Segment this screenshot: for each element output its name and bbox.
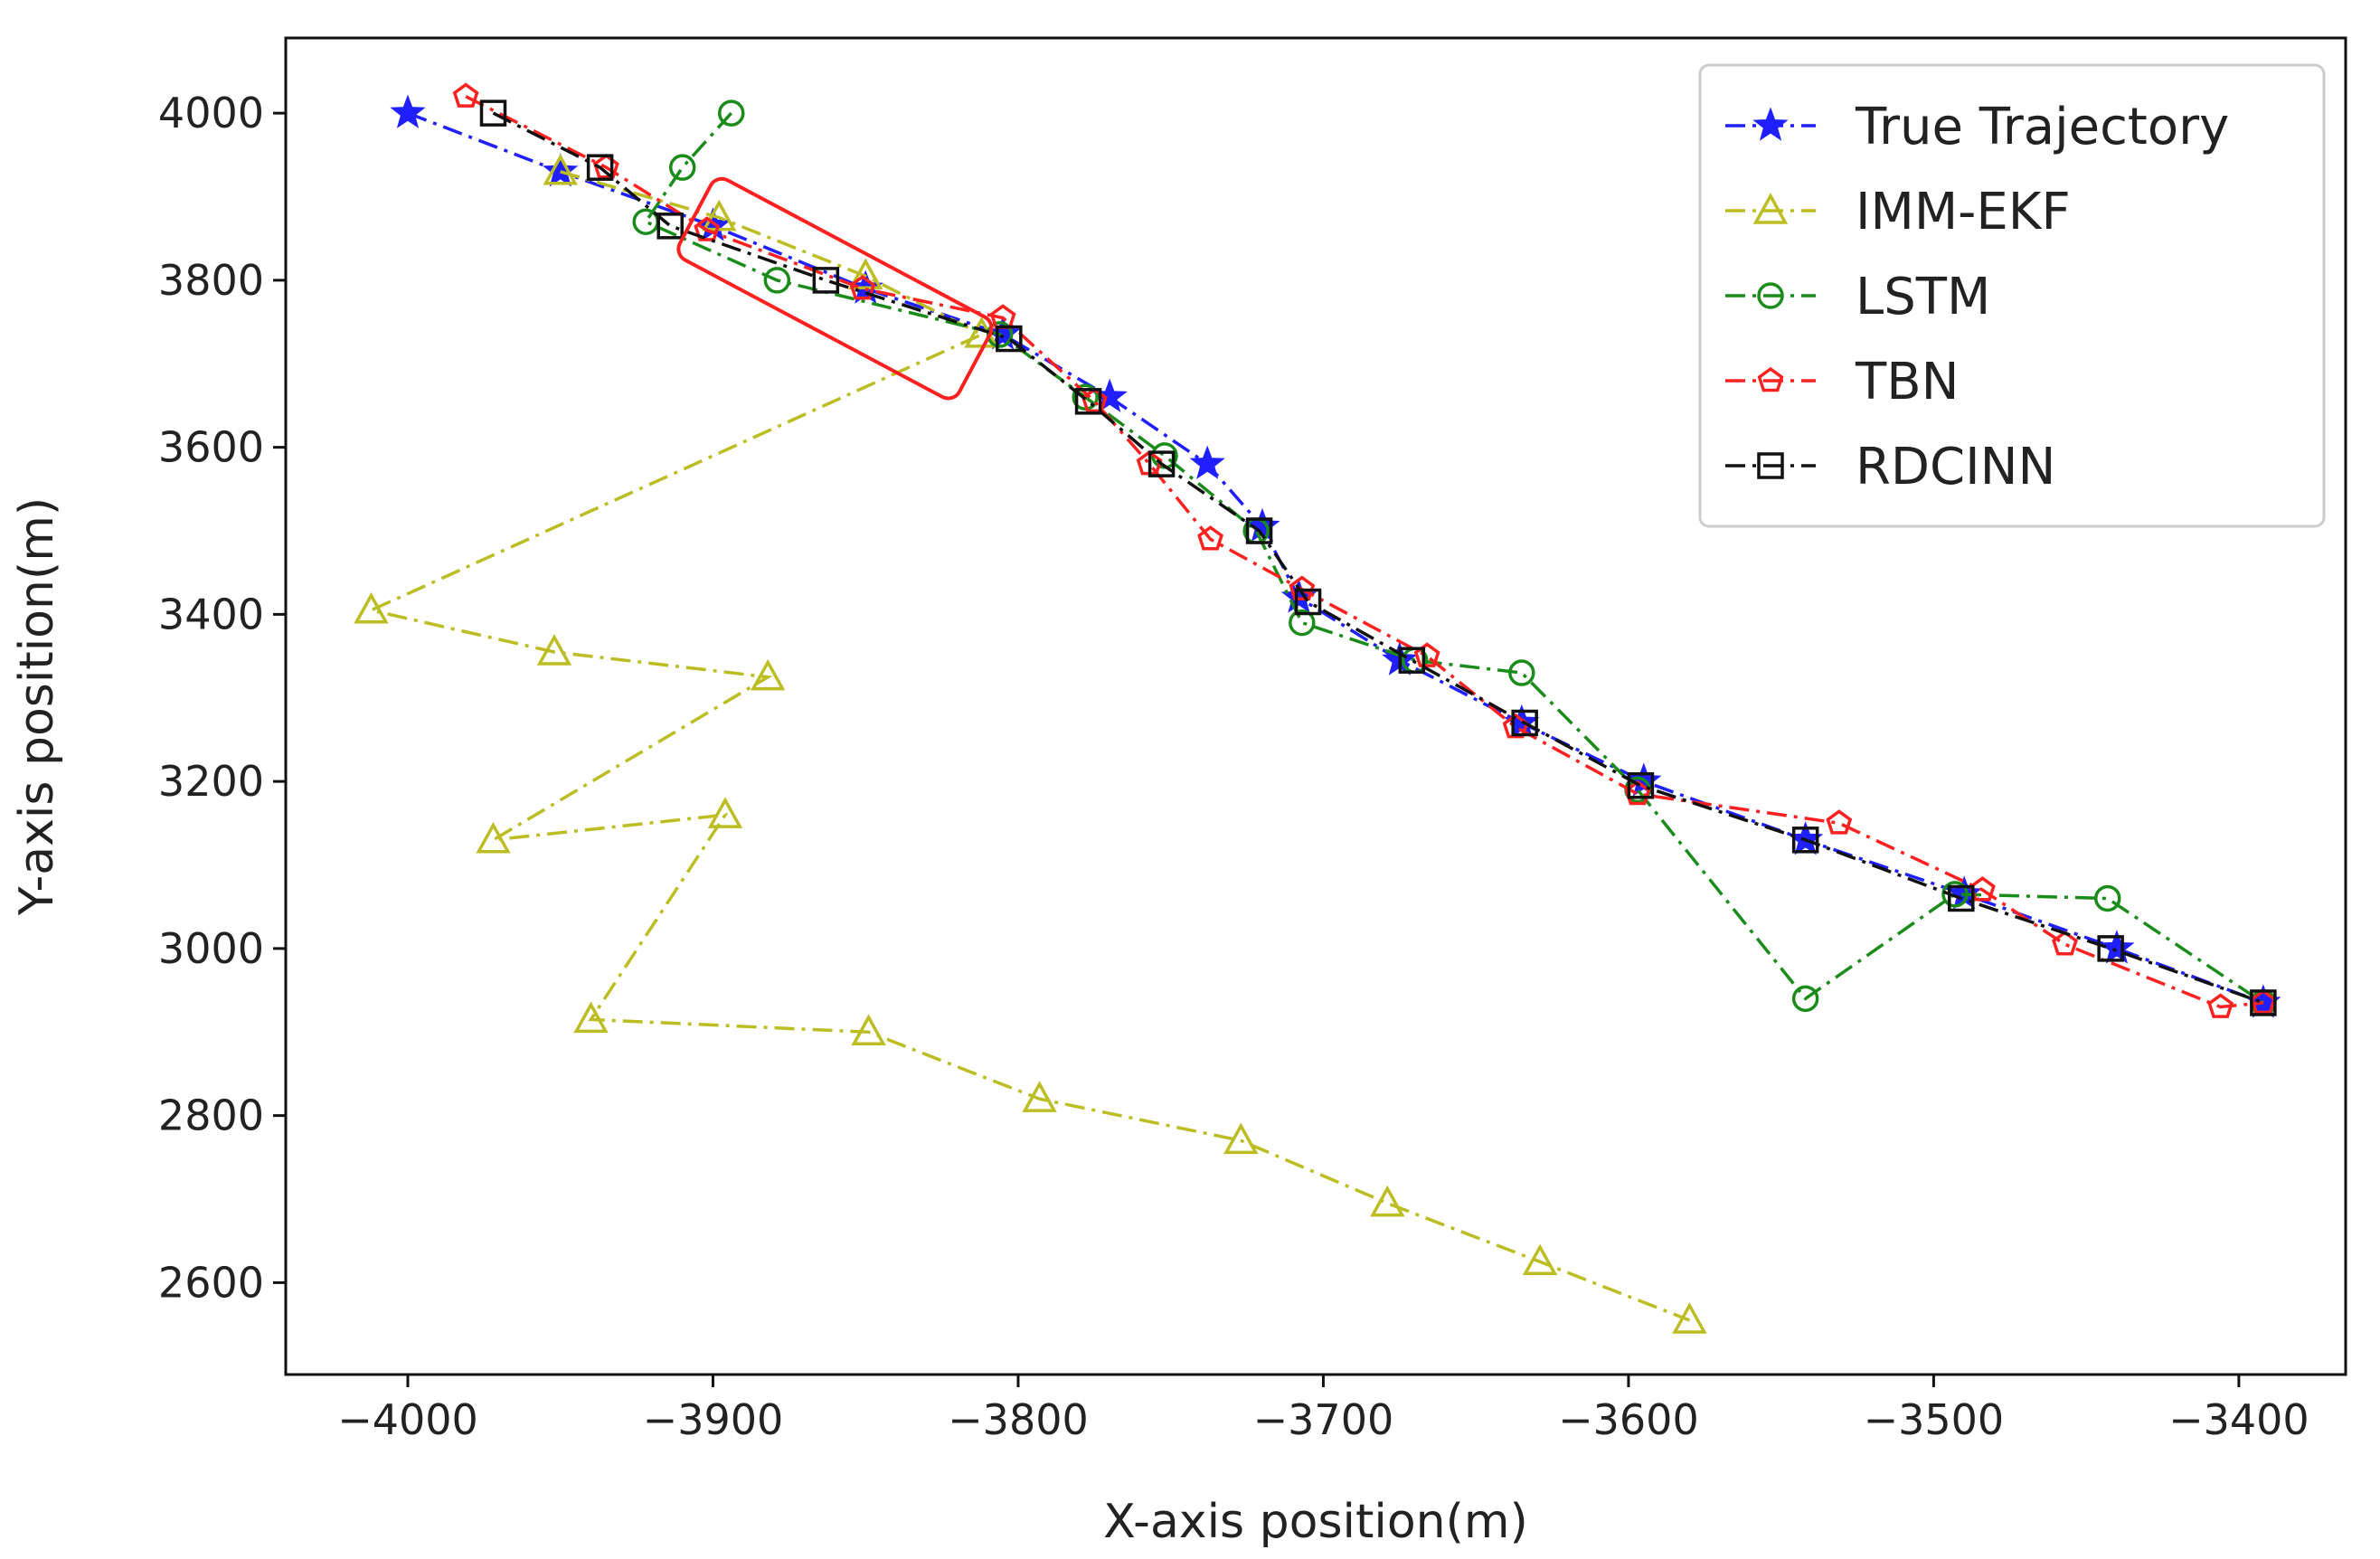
data-point: [996, 325, 1023, 353]
data-point: [1508, 659, 1535, 686]
x-tick-label: −3600: [1558, 1395, 1699, 1444]
data-point: [1189, 445, 1225, 479]
data-point: [1289, 609, 1316, 637]
data-point: [1074, 388, 1102, 415]
data-point: [354, 591, 389, 624]
series-imm-ekf: [354, 153, 1707, 1334]
y-tick-label: 3200: [158, 757, 264, 806]
data-point: [1791, 985, 1819, 1013]
data-point: [2052, 931, 2078, 956]
legend-item: True Trajectory: [1725, 98, 2229, 156]
y-tick-label: 3600: [158, 423, 264, 472]
data-point: [750, 658, 786, 691]
data-point: [1511, 709, 1538, 737]
data-point: [1672, 1302, 1707, 1334]
legend-label: LSTM: [1856, 268, 1990, 326]
data-point: [1757, 452, 1784, 479]
data-point: [452, 82, 479, 108]
y-tick-label: 3400: [158, 590, 264, 638]
data-point: [1757, 282, 1784, 309]
data-point: [1245, 517, 1273, 544]
x-tick-label: −3400: [2168, 1395, 2309, 1444]
y-tick-label: 4000: [158, 89, 264, 137]
data-point: [573, 1001, 609, 1034]
data-point: [707, 797, 743, 828]
data-point: [668, 154, 696, 181]
highlight-box: [676, 176, 994, 401]
data-point: [2250, 989, 2277, 1016]
data-point: [543, 153, 579, 187]
y-axis-ticks: 2600 2800 3000 3200 3400 3600 3800 4000: [158, 89, 286, 1307]
data-point: [2097, 935, 2124, 962]
data-point: [656, 213, 684, 240]
data-point: [1289, 575, 1316, 600]
legend-label: True Trajectory: [1855, 98, 2229, 156]
data-point: [849, 274, 876, 300]
legend-box: [1698, 63, 2326, 528]
y-tick-label: 3000: [158, 924, 264, 973]
data-point: [476, 821, 511, 854]
x-tick-label: −3700: [1253, 1395, 1394, 1444]
series-line: [492, 111, 2264, 1005]
data-point: [479, 99, 507, 127]
data-point: [2207, 993, 2234, 1018]
data-point: [2250, 988, 2277, 1015]
x-axis-ticks: −4000 −3900 −3800 −3700 −3600 −3500 −3400: [337, 1375, 2309, 1444]
data-point: [390, 94, 426, 128]
data-point: [1398, 647, 1426, 674]
x-axis-label: X-axis position(m): [1103, 1495, 1528, 1549]
data-point: [543, 153, 578, 185]
legend-item: IMM-EKF: [1725, 183, 2071, 241]
plot-marks: [354, 82, 2281, 1334]
y-axis-label: Y-axis position(m): [10, 497, 64, 916]
data-point: [536, 634, 572, 666]
data-point: [586, 154, 614, 181]
data-point: [694, 216, 721, 241]
data-point: [763, 267, 791, 294]
x-tick-label: −3900: [643, 1395, 784, 1444]
data-point: [1022, 1081, 1057, 1112]
y-tick-label: 2800: [158, 1091, 264, 1140]
legend-item: RDCINN: [1725, 438, 2055, 496]
data-point: [1522, 1243, 1558, 1276]
x-tick-label: −4000: [337, 1395, 478, 1444]
data-point: [1752, 193, 1789, 224]
legend-label: IMM-EKF: [1856, 183, 2071, 241]
series-line: [366, 170, 1691, 1322]
data-point: [2094, 884, 2121, 912]
series-rdcinn: [479, 99, 2277, 1016]
data-point: [1941, 881, 1969, 908]
data-point: [1757, 366, 1784, 392]
data-point: [1627, 772, 1655, 799]
data-point: [1752, 107, 1789, 141]
data-point: [1148, 450, 1176, 477]
data-point: [592, 154, 619, 179]
data-point: [1370, 1185, 1405, 1217]
legend-item: LSTM: [1725, 268, 1990, 326]
y-tick-label: 3800: [158, 256, 264, 305]
data-point: [2099, 930, 2135, 964]
data-point: [851, 1014, 886, 1046]
data-point: [1413, 642, 1440, 667]
legend-item: TBN: [1725, 353, 1960, 411]
x-tick-label: −3800: [948, 1395, 1089, 1444]
data-point: [1081, 387, 1108, 413]
data-point: [1826, 809, 1853, 835]
x-tick-label: −3500: [1864, 1395, 2005, 1444]
y-tick-label: 2600: [158, 1258, 264, 1307]
data-point: [1294, 588, 1322, 616]
legend-label: TBN: [1855, 353, 1960, 411]
data-point: [812, 267, 840, 294]
data-point: [1223, 1122, 1259, 1155]
data-point: [1948, 884, 1975, 912]
legend: True Trajectory IMM-EKF LSTM TBN RDCINN: [1698, 63, 2326, 528]
data-point: [1791, 827, 1819, 854]
data-point: [1197, 525, 1223, 551]
data-point: [717, 99, 745, 127]
data-point: [1969, 876, 1996, 902]
legend-label: RDCINN: [1856, 438, 2055, 496]
data-point: [701, 199, 737, 231]
plot-frame: [284, 36, 2347, 1376]
